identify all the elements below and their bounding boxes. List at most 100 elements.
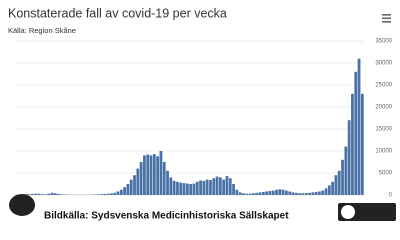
y-tick-label: 25000 bbox=[375, 83, 392, 89]
bar bbox=[324, 188, 328, 195]
y-tick-label: 15000 bbox=[375, 127, 392, 133]
bar bbox=[179, 182, 183, 195]
bar bbox=[116, 191, 120, 195]
menu-bar bbox=[382, 17, 391, 20]
y-tick-label: 0 bbox=[389, 193, 393, 199]
bar bbox=[222, 179, 226, 195]
bar bbox=[301, 193, 305, 195]
bar bbox=[291, 192, 295, 195]
bar bbox=[242, 193, 245, 195]
bar bbox=[106, 193, 110, 195]
bar bbox=[288, 191, 292, 195]
bar bbox=[169, 177, 173, 195]
bar bbox=[238, 192, 242, 195]
bar bbox=[351, 93, 354, 195]
bar bbox=[123, 187, 126, 195]
bar bbox=[308, 192, 311, 195]
bar bbox=[347, 120, 351, 195]
bar bbox=[40, 194, 44, 195]
bar bbox=[172, 180, 176, 195]
chart-subtitle: Källa: Region Skåne bbox=[8, 26, 76, 35]
bar bbox=[146, 154, 150, 195]
bar bbox=[281, 189, 285, 195]
bar bbox=[162, 162, 166, 195]
bar bbox=[143, 155, 146, 195]
y-tick-label: 30000 bbox=[375, 61, 392, 67]
bar bbox=[202, 180, 206, 195]
cc-circle bbox=[341, 205, 355, 219]
bar bbox=[341, 159, 344, 195]
bar bbox=[228, 178, 232, 195]
menu-icon[interactable] bbox=[382, 14, 391, 23]
bar bbox=[331, 181, 335, 195]
bar bbox=[103, 193, 107, 195]
bar bbox=[126, 184, 130, 195]
bar bbox=[159, 151, 163, 195]
bar bbox=[189, 184, 193, 195]
bar bbox=[258, 192, 262, 195]
bar bbox=[43, 194, 47, 195]
y-tick-label: 35000 bbox=[375, 39, 392, 45]
bar bbox=[57, 193, 60, 195]
bar bbox=[232, 184, 235, 195]
bar bbox=[212, 178, 216, 195]
bar bbox=[265, 191, 268, 195]
bar bbox=[152, 154, 156, 195]
bar bbox=[149, 155, 153, 195]
bar bbox=[156, 156, 160, 195]
bar bbox=[294, 192, 298, 195]
plot-area: 0 5000 10000 15000 20000 25000 30000 35000 bbox=[14, 39, 393, 199]
bar bbox=[218, 177, 222, 195]
bar bbox=[136, 168, 140, 195]
bar bbox=[100, 194, 103, 195]
bar bbox=[139, 162, 143, 195]
bar bbox=[304, 193, 308, 195]
bar bbox=[360, 93, 364, 195]
bar bbox=[318, 191, 321, 195]
bar bbox=[185, 183, 189, 195]
bar bbox=[357, 58, 361, 195]
bar bbox=[166, 170, 169, 195]
bar bbox=[50, 192, 54, 195]
bar bbox=[192, 183, 196, 195]
menu-bar bbox=[382, 21, 391, 23]
bar bbox=[215, 176, 219, 195]
bar bbox=[298, 193, 301, 195]
bar bbox=[321, 190, 325, 195]
bar bbox=[337, 170, 341, 195]
bar bbox=[255, 192, 259, 195]
bar bbox=[96, 194, 100, 195]
bar bbox=[34, 193, 37, 195]
bar bbox=[245, 193, 249, 195]
bar bbox=[30, 193, 34, 195]
bar bbox=[354, 71, 358, 195]
bar bbox=[195, 181, 199, 195]
bar bbox=[37, 193, 41, 195]
bar bbox=[27, 194, 31, 195]
bar bbox=[278, 189, 282, 195]
watermark: Bildkälla: Sydsvenska Medicinhistoriska … bbox=[9, 194, 396, 222]
bar bbox=[268, 191, 272, 195]
bar bbox=[182, 183, 186, 195]
bar bbox=[248, 193, 252, 195]
bar bbox=[199, 180, 202, 195]
bar bbox=[133, 175, 136, 195]
watermark-logo bbox=[9, 194, 35, 216]
bar bbox=[344, 146, 348, 195]
chart-title: Konstaterade fall av covid-19 per vecka bbox=[8, 6, 227, 20]
bar bbox=[129, 179, 133, 195]
bar bbox=[275, 189, 278, 195]
bar bbox=[311, 192, 315, 195]
bar bbox=[209, 180, 212, 195]
y-tick-label: 20000 bbox=[375, 105, 392, 111]
bar bbox=[60, 194, 64, 195]
bar bbox=[261, 191, 265, 195]
menu-bar bbox=[382, 14, 391, 16]
bar bbox=[119, 189, 123, 195]
y-tick-label: 5000 bbox=[379, 171, 393, 177]
bar bbox=[205, 179, 209, 195]
bar bbox=[176, 181, 179, 195]
bar bbox=[225, 176, 229, 195]
bar bbox=[235, 189, 239, 195]
bar bbox=[47, 193, 51, 195]
